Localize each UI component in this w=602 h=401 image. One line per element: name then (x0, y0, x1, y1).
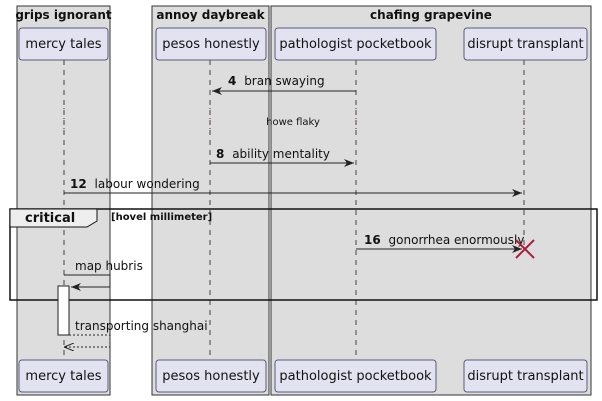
participant-mercy-tales-bottom: mercy tales (18, 359, 109, 393)
participant-name: disrupt transplant (467, 369, 583, 384)
participant-disrupt-transplant-top: disrupt transplant (463, 27, 588, 61)
message-text: bran swaying (244, 74, 324, 88)
message-label: 4 bran swaying (228, 74, 325, 88)
message-label: 12 labour wondering (70, 177, 200, 191)
participant-pesos-honestly-top: pesos honestly (155, 27, 267, 61)
critical-frame: critical [hovel millimeter] (9, 208, 598, 301)
participant-name: mercy tales (25, 37, 101, 52)
lifelines (63, 60, 525, 358)
participant-name: pathologist pocketbook (279, 37, 432, 52)
sequence-number: 8 (216, 147, 224, 161)
message-bran-swaying: 4 bran swaying (212, 74, 356, 95)
message-gonorrhea-enormously: 16 gonorrhea enormously (356, 233, 535, 259)
participant-disrupt-transplant-bottom: disrupt transplant (463, 359, 588, 393)
participant-pathologist-pocketbook-bottom: pathologist pocketbook (274, 359, 437, 393)
participant-pesos-honestly-bottom: pesos honestly (155, 359, 267, 393)
message-text: ability mentality (232, 147, 330, 161)
box-chafing-grapevine: chafing grapevine (270, 5, 592, 396)
message-label: 16 gonorrhea enormously (364, 233, 524, 247)
destroy-icon (515, 239, 535, 259)
frame-label: critical (25, 211, 75, 226)
activation-bar (57, 285, 70, 336)
box-title: chafing grapevine (370, 8, 492, 22)
participant-name: pesos honestly (162, 37, 260, 52)
message-labour-wondering: 12 labour wondering (64, 177, 522, 197)
message-text: labour wondering (95, 177, 200, 191)
participant-name: pesos honestly (162, 369, 260, 384)
box-title: annoy daybreak (156, 8, 265, 22)
divider: howe flaky (63, 103, 525, 137)
message-label: 8 ability mentality (216, 147, 330, 161)
sequence-number: 16 (364, 233, 381, 247)
participant-pathologist-pocketbook-top: pathologist pocketbook (274, 27, 437, 61)
frame-guard: [hovel millimeter] (111, 212, 212, 223)
participant-name: disrupt transplant (467, 37, 583, 52)
participant-mercy-tales-top: mercy tales (18, 27, 109, 61)
message-map-hubris: map hubris (64, 259, 143, 291)
message-ability-mentality: 8 ability mentality (210, 147, 354, 167)
sequence-number: 12 (70, 177, 87, 191)
message-label: map hubris (75, 259, 143, 273)
message-transporting-shanghai: transporting shanghai (64, 319, 208, 347)
message-label: transporting shanghai (75, 319, 208, 333)
participant-name: mercy tales (25, 369, 101, 384)
box-title: grips ignorant (15, 8, 112, 22)
message-text: gonorrhea enormously (389, 233, 525, 247)
sequence-number: 4 (228, 74, 236, 88)
divider-label: howe flaky (266, 117, 320, 128)
participant-name: pathologist pocketbook (279, 369, 432, 384)
